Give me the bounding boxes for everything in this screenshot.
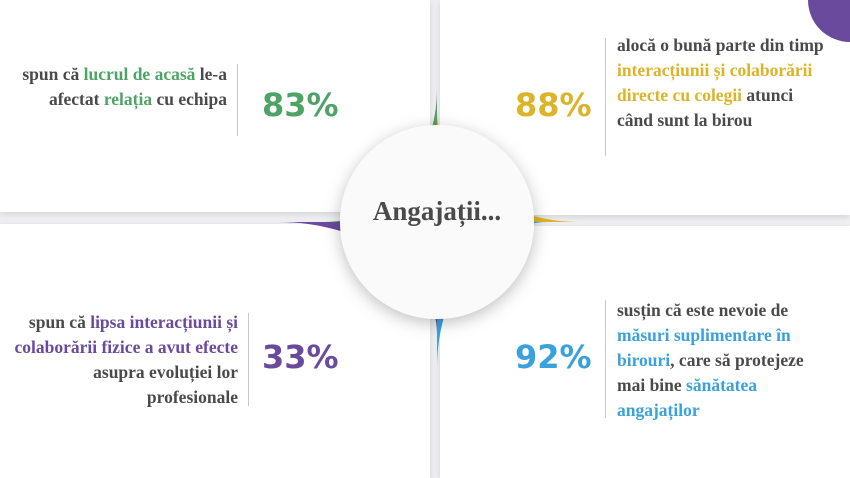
- statement: susțin că este nevoie de măsuri suplimen…: [617, 298, 832, 423]
- highlight-text: măsuri suplimentare în birouri: [617, 325, 791, 370]
- text: le-a afectat: [48, 64, 227, 109]
- percent: 33%: [262, 338, 339, 376]
- corner-dot: [808, 0, 850, 42]
- center-label: Angajații...: [372, 196, 502, 226]
- highlight-text: lucrul de acasă: [83, 64, 196, 84]
- divider: [605, 300, 606, 418]
- text: atunci când sunt la birou: [617, 85, 794, 130]
- text: asupra evoluției lor profesionale: [93, 362, 238, 407]
- divider: [237, 64, 238, 136]
- percent: 83%: [262, 86, 339, 124]
- highlight-text: interacțiunii și colaborării directe cu …: [617, 60, 813, 105]
- text: spun că: [28, 312, 91, 332]
- percent: 88%: [515, 86, 592, 124]
- divider: [248, 313, 249, 406]
- statement: spun că lucrul de acasă le-a afectat rel…: [15, 62, 227, 112]
- divider: [605, 38, 606, 156]
- highlight-text: lipsa interacțiunii și colaborării fizic…: [14, 312, 238, 357]
- text: susțin că este nevoie de: [617, 300, 789, 320]
- text: alocă o bună parte din timp: [617, 35, 824, 55]
- statement: spun că lipsa interacțiunii și colaborăr…: [10, 310, 238, 410]
- center-circle: [340, 125, 534, 319]
- highlight-text: relația: [103, 89, 153, 109]
- text: , care să protejeze mai bine: [617, 350, 804, 395]
- text: cu echipa: [152, 89, 228, 109]
- statement: alocă o bună parte din timp interacțiuni…: [617, 33, 832, 133]
- percent: 92%: [515, 338, 592, 376]
- text: spun că: [22, 64, 84, 84]
- highlight-text: sănătatea angajaților: [617, 375, 758, 420]
